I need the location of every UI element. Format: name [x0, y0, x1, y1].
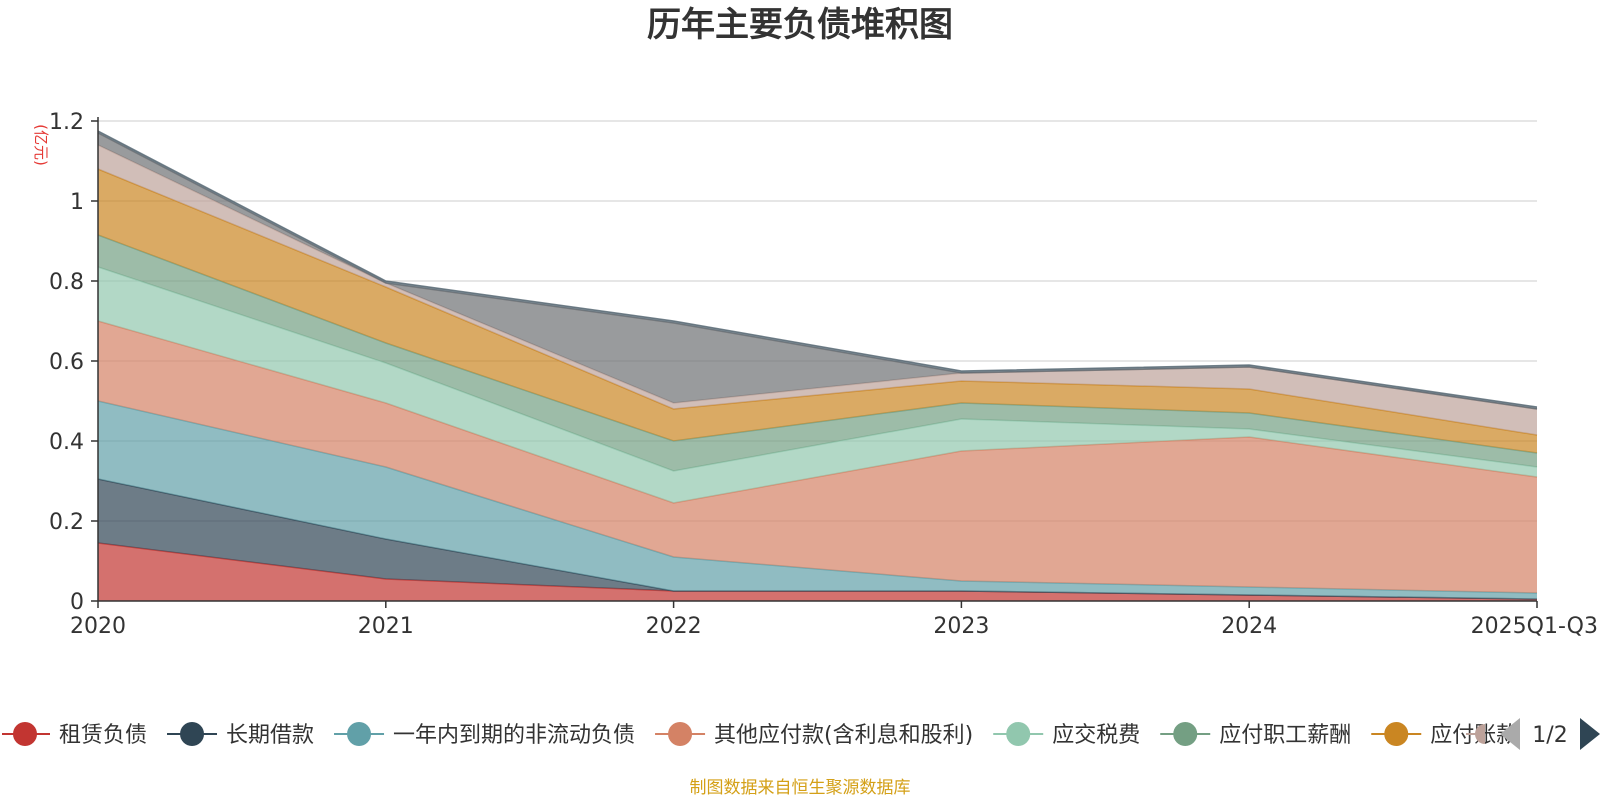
- y-tick-label: 0.6: [49, 350, 84, 375]
- y-tick-label: 0.2: [49, 510, 84, 535]
- area-一年内到期的非流动负债: [98, 401, 1537, 599]
- x-tick-label: 2022: [646, 614, 702, 639]
- area-其他流动负债: [98, 133, 1537, 409]
- area-其他应付款(含利息和股利): [98, 321, 1537, 593]
- legend-marker-icon: [347, 722, 372, 746]
- chart-title: 历年主要负债堆积图: [647, 5, 953, 45]
- legend-marker-icon: [1173, 722, 1198, 746]
- legend-marker-icon: [180, 722, 205, 746]
- legend-item[interactable]: 其他应付款(含利息和股利): [655, 722, 973, 748]
- x-tick-label: 2024: [1221, 614, 1277, 639]
- y-tick-label: 1.2: [49, 110, 84, 135]
- area-应付账款: [98, 169, 1537, 453]
- legend: 租赁负债 长期借款 一年内到期的非流动负债 其他应付款(含利息和股利) 应交税费 应付职工…: [2, 722, 1518, 748]
- legend-marker-icon: [1384, 722, 1409, 746]
- legend-item[interactable]: 一年内到期的非流动负债: [334, 722, 635, 748]
- x-axis-ticks: 2020 2021 2022 2023 2024 2025Q1-Q3: [70, 601, 1598, 639]
- legend-item[interactable]: 应交税费: [993, 722, 1140, 748]
- legend-label: 应交税费: [1052, 723, 1140, 748]
- area-应交税费: [98, 267, 1537, 503]
- area-长期借款: [98, 479, 1537, 599]
- legend-marker-icon: [1475, 724, 1485, 744]
- legend-item[interactable]: 长期借款: [167, 722, 314, 748]
- legend-item[interactable]: 应付账款: [1371, 722, 1518, 748]
- legend-prev-page-icon[interactable]: [1500, 718, 1520, 750]
- y-tick-label: 0.4: [49, 430, 84, 455]
- y-axis-unit: (亿元): [32, 124, 50, 166]
- x-tick-label: 2020: [70, 614, 126, 639]
- legend-pager: 1/2: [1500, 718, 1600, 750]
- y-tick-label: 0: [70, 590, 84, 615]
- legend-next-page-icon[interactable]: [1580, 718, 1600, 750]
- legend-label: 一年内到期的非流动负债: [393, 723, 635, 748]
- legend-marker-icon: [13, 722, 37, 746]
- area-series: [97, 130, 1538, 601]
- y-axis-ticks: 0 0.2 0.4 0.6 0.8 1 1.2: [49, 110, 98, 615]
- legend-marker-icon: [1006, 722, 1031, 746]
- legend-item-partial[interactable]: [1466, 724, 1485, 744]
- line-预收款项: [97, 130, 1538, 408]
- area-应付职工薪酬: [98, 235, 1537, 471]
- y-tick-label: 0.8: [49, 270, 84, 295]
- y-tick-label: 1: [70, 190, 84, 215]
- data-source-note: 制图数据来自恒生聚源数据库: [690, 778, 911, 798]
- legend-item[interactable]: 应付职工薪酬: [1160, 722, 1351, 748]
- x-tick-label: 2021: [358, 614, 414, 639]
- legend-label: 其他应付款(含利息和股利): [714, 723, 973, 748]
- area-合同负债: [98, 145, 1537, 435]
- area-租赁负债: [98, 543, 1537, 601]
- legend-label: 长期借款: [226, 723, 314, 748]
- legend-label: 租赁负债: [59, 723, 147, 748]
- legend-marker-icon: [668, 722, 693, 746]
- legend-page-indicator: 1/2: [1532, 723, 1567, 748]
- legend-label: 应付职工薪酬: [1219, 723, 1351, 748]
- legend-item[interactable]: 租赁负债: [2, 722, 147, 748]
- x-tick-label: 2023: [933, 614, 989, 639]
- x-tick-label: 2025Q1-Q3: [1471, 614, 1598, 639]
